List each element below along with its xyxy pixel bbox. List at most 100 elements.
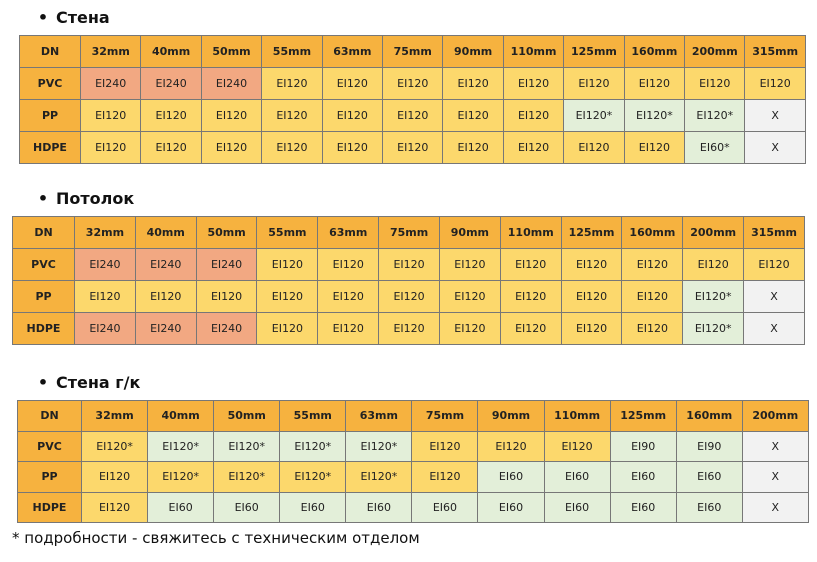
header-cell: 125mm: [609, 400, 677, 432]
row-label: PVC: [19, 67, 81, 100]
header-cell: 160mm: [623, 35, 686, 68]
table: DN 32mm 40mm 50mm 55mm 63mm 75mm 90mm 110mm 125mm…: [17, 400, 809, 523]
section-heading: • Стена г/к: [37, 373, 141, 392]
row-label: HDPE: [17, 491, 82, 523]
table-row: PP EI120 EI120 EI120 EI120 EI120 EI120 EI120 EI1…: [19, 99, 806, 132]
table-row: HDPE EI240 EI240 EI240 EI120 EI120 EI120 EI120 E…: [12, 312, 805, 345]
header-cell: 50mm: [213, 400, 281, 432]
rating-cell: EI60: [147, 491, 215, 523]
header-row: DN 32mm 40mm 50mm 55mm 63mm 75mm 90mm 110mm 125mm…: [17, 400, 809, 432]
rating-cell: EI120: [623, 67, 686, 100]
rating-cell: EI120: [563, 67, 625, 100]
rating-cell: EI120: [563, 131, 625, 164]
rating-cell: EI240: [134, 248, 197, 281]
row-label: HDPE: [19, 131, 81, 164]
rating-cell: EI120: [200, 99, 263, 132]
rating-cell: EI120: [743, 248, 805, 281]
rating-cell: EI120: [499, 280, 562, 313]
table-row: PVC EI240 EI240 EI240 EI120 EI120 EI120 EI120 EI…: [19, 67, 806, 100]
table: DN 32mm 40mm 50mm 55mm 63mm 75mm 90mm 110mm 125mm…: [12, 216, 805, 345]
rating-cell: EI120: [744, 67, 806, 100]
rating-cell: X: [743, 312, 805, 345]
rating-cell: EI120: [560, 312, 623, 345]
rating-cell: EI120: [74, 280, 136, 313]
header-cell: 200mm: [682, 216, 745, 249]
rating-cell: EI120: [261, 131, 323, 164]
rating-cell: X: [743, 280, 805, 313]
rating-cell: EI60: [675, 461, 743, 493]
rating-cell: EI120: [560, 248, 623, 281]
rating-cell: EI240: [79, 67, 142, 100]
rating-cell: EI120*: [682, 312, 745, 345]
rating-cell: EI120*: [623, 99, 686, 132]
header-cell: 90mm: [438, 216, 501, 249]
header-cell: 90mm: [477, 400, 545, 432]
table-row: PVC EI120* EI120* EI120* EI120* EI120* EI120 EI…: [17, 430, 809, 462]
row-label: HDPE: [12, 312, 75, 345]
rating-cell: EI120*: [684, 99, 746, 132]
rating-cell: EI120: [79, 99, 142, 132]
rating-cell: EI120: [321, 67, 384, 100]
rating-cell: EI120: [317, 248, 380, 281]
rating-cell: EI120: [134, 280, 197, 313]
header-cell: 200mm: [684, 35, 746, 68]
rating-cell: EI60: [675, 491, 743, 523]
header-cell: 200mm: [741, 400, 809, 432]
rating-cell: X: [744, 131, 806, 164]
rating-cell: EI120: [256, 312, 319, 345]
header-cell: 110mm: [502, 35, 565, 68]
rating-cell: EI240: [74, 312, 136, 345]
rating-cell: X: [744, 99, 806, 132]
rating-cell: EI120: [378, 248, 440, 281]
rating-cell: EI120: [438, 312, 501, 345]
rating-cell: EI120: [140, 99, 202, 132]
rating-cell: EI120: [623, 131, 686, 164]
rating-cell: EI240: [200, 67, 263, 100]
rating-cell: EI120: [382, 99, 444, 132]
rating-cell: EI120: [621, 248, 684, 281]
header-cell: 63mm: [345, 400, 413, 432]
rating-cell: EI120: [382, 67, 444, 100]
rating-cell: EI120: [438, 248, 501, 281]
rating-cell: EI120*: [279, 430, 347, 462]
rating-cell: EI120: [502, 131, 565, 164]
header-cell: DN: [19, 35, 81, 68]
header-cell: 75mm: [382, 35, 444, 68]
header-cell: 55mm: [261, 35, 323, 68]
header-row: DN 32mm 40mm 50mm 55mm 63mm 75mm 90mm 110mm 125mm…: [12, 216, 805, 249]
rating-cell: EI240: [195, 248, 258, 281]
rating-cell: EI120: [442, 67, 504, 100]
rating-cell: EI120: [317, 280, 380, 313]
rating-cell: EI120*: [80, 430, 149, 462]
rating-cell: EI60: [477, 491, 545, 523]
rating-cell: EI120: [378, 312, 440, 345]
table-row: PVC EI240 EI240 EI240 EI120 EI120 EI120 EI120 EI…: [12, 248, 805, 281]
rating-cell: EI240: [134, 312, 197, 345]
rating-cell: EI120: [438, 280, 501, 313]
table-row: PP EI120 EI120 EI120 EI120 EI120 EI120 EI120 EI1…: [12, 280, 805, 313]
rating-cell: EI120: [502, 67, 565, 100]
rating-cell: EI60: [609, 491, 677, 523]
rating-cell: EI120: [442, 99, 504, 132]
section-title: Стена: [56, 8, 110, 27]
rating-cell: EI120: [499, 248, 562, 281]
rating-cell: EI120*: [563, 99, 625, 132]
rating-cell: X: [741, 430, 809, 462]
rating-cell: EI120: [321, 99, 384, 132]
footnote: * подробности - свяжитесь с техническим …: [12, 529, 420, 547]
header-cell: 315mm: [743, 216, 805, 249]
header-cell: 32mm: [79, 35, 142, 68]
header-cell: 40mm: [147, 400, 215, 432]
row-label: PP: [19, 99, 81, 132]
rating-cell: EI60: [609, 461, 677, 493]
header-cell: 110mm: [499, 216, 562, 249]
rating-cell: EI120: [502, 99, 565, 132]
rating-cell: EI240: [74, 248, 136, 281]
rating-cell: X: [741, 461, 809, 493]
rating-cell: EI120: [378, 280, 440, 313]
rating-cell: EI120*: [682, 280, 745, 313]
row-label: PP: [17, 461, 82, 493]
header-cell: 55mm: [256, 216, 319, 249]
rating-cell: EI60: [543, 461, 611, 493]
